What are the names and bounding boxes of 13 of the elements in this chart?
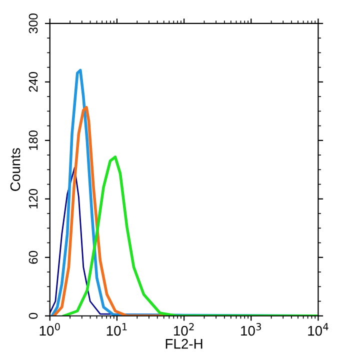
- x-tick-label: 10$^{0}$: [40, 323, 60, 336]
- y-tick-label: 60: [28, 250, 38, 264]
- x-tick-label: 10$^{2}$: [174, 323, 194, 336]
- x-axis-title: FL2-H: [166, 338, 202, 349]
- y-tick-label: 300: [28, 14, 38, 34]
- y-axis-title: Counts: [10, 148, 20, 191]
- y-tick-label: 180: [28, 130, 38, 150]
- y-tick-label: 240: [28, 72, 38, 92]
- x-tick-label: 10$^{1}$: [106, 323, 127, 336]
- y-tick-label: 120: [28, 188, 38, 208]
- y-tick-label: 0: [28, 312, 38, 319]
- x-tick-label: 10$^{3}$: [241, 323, 261, 336]
- x-tick-label: 10$^{4}$: [308, 323, 328, 336]
